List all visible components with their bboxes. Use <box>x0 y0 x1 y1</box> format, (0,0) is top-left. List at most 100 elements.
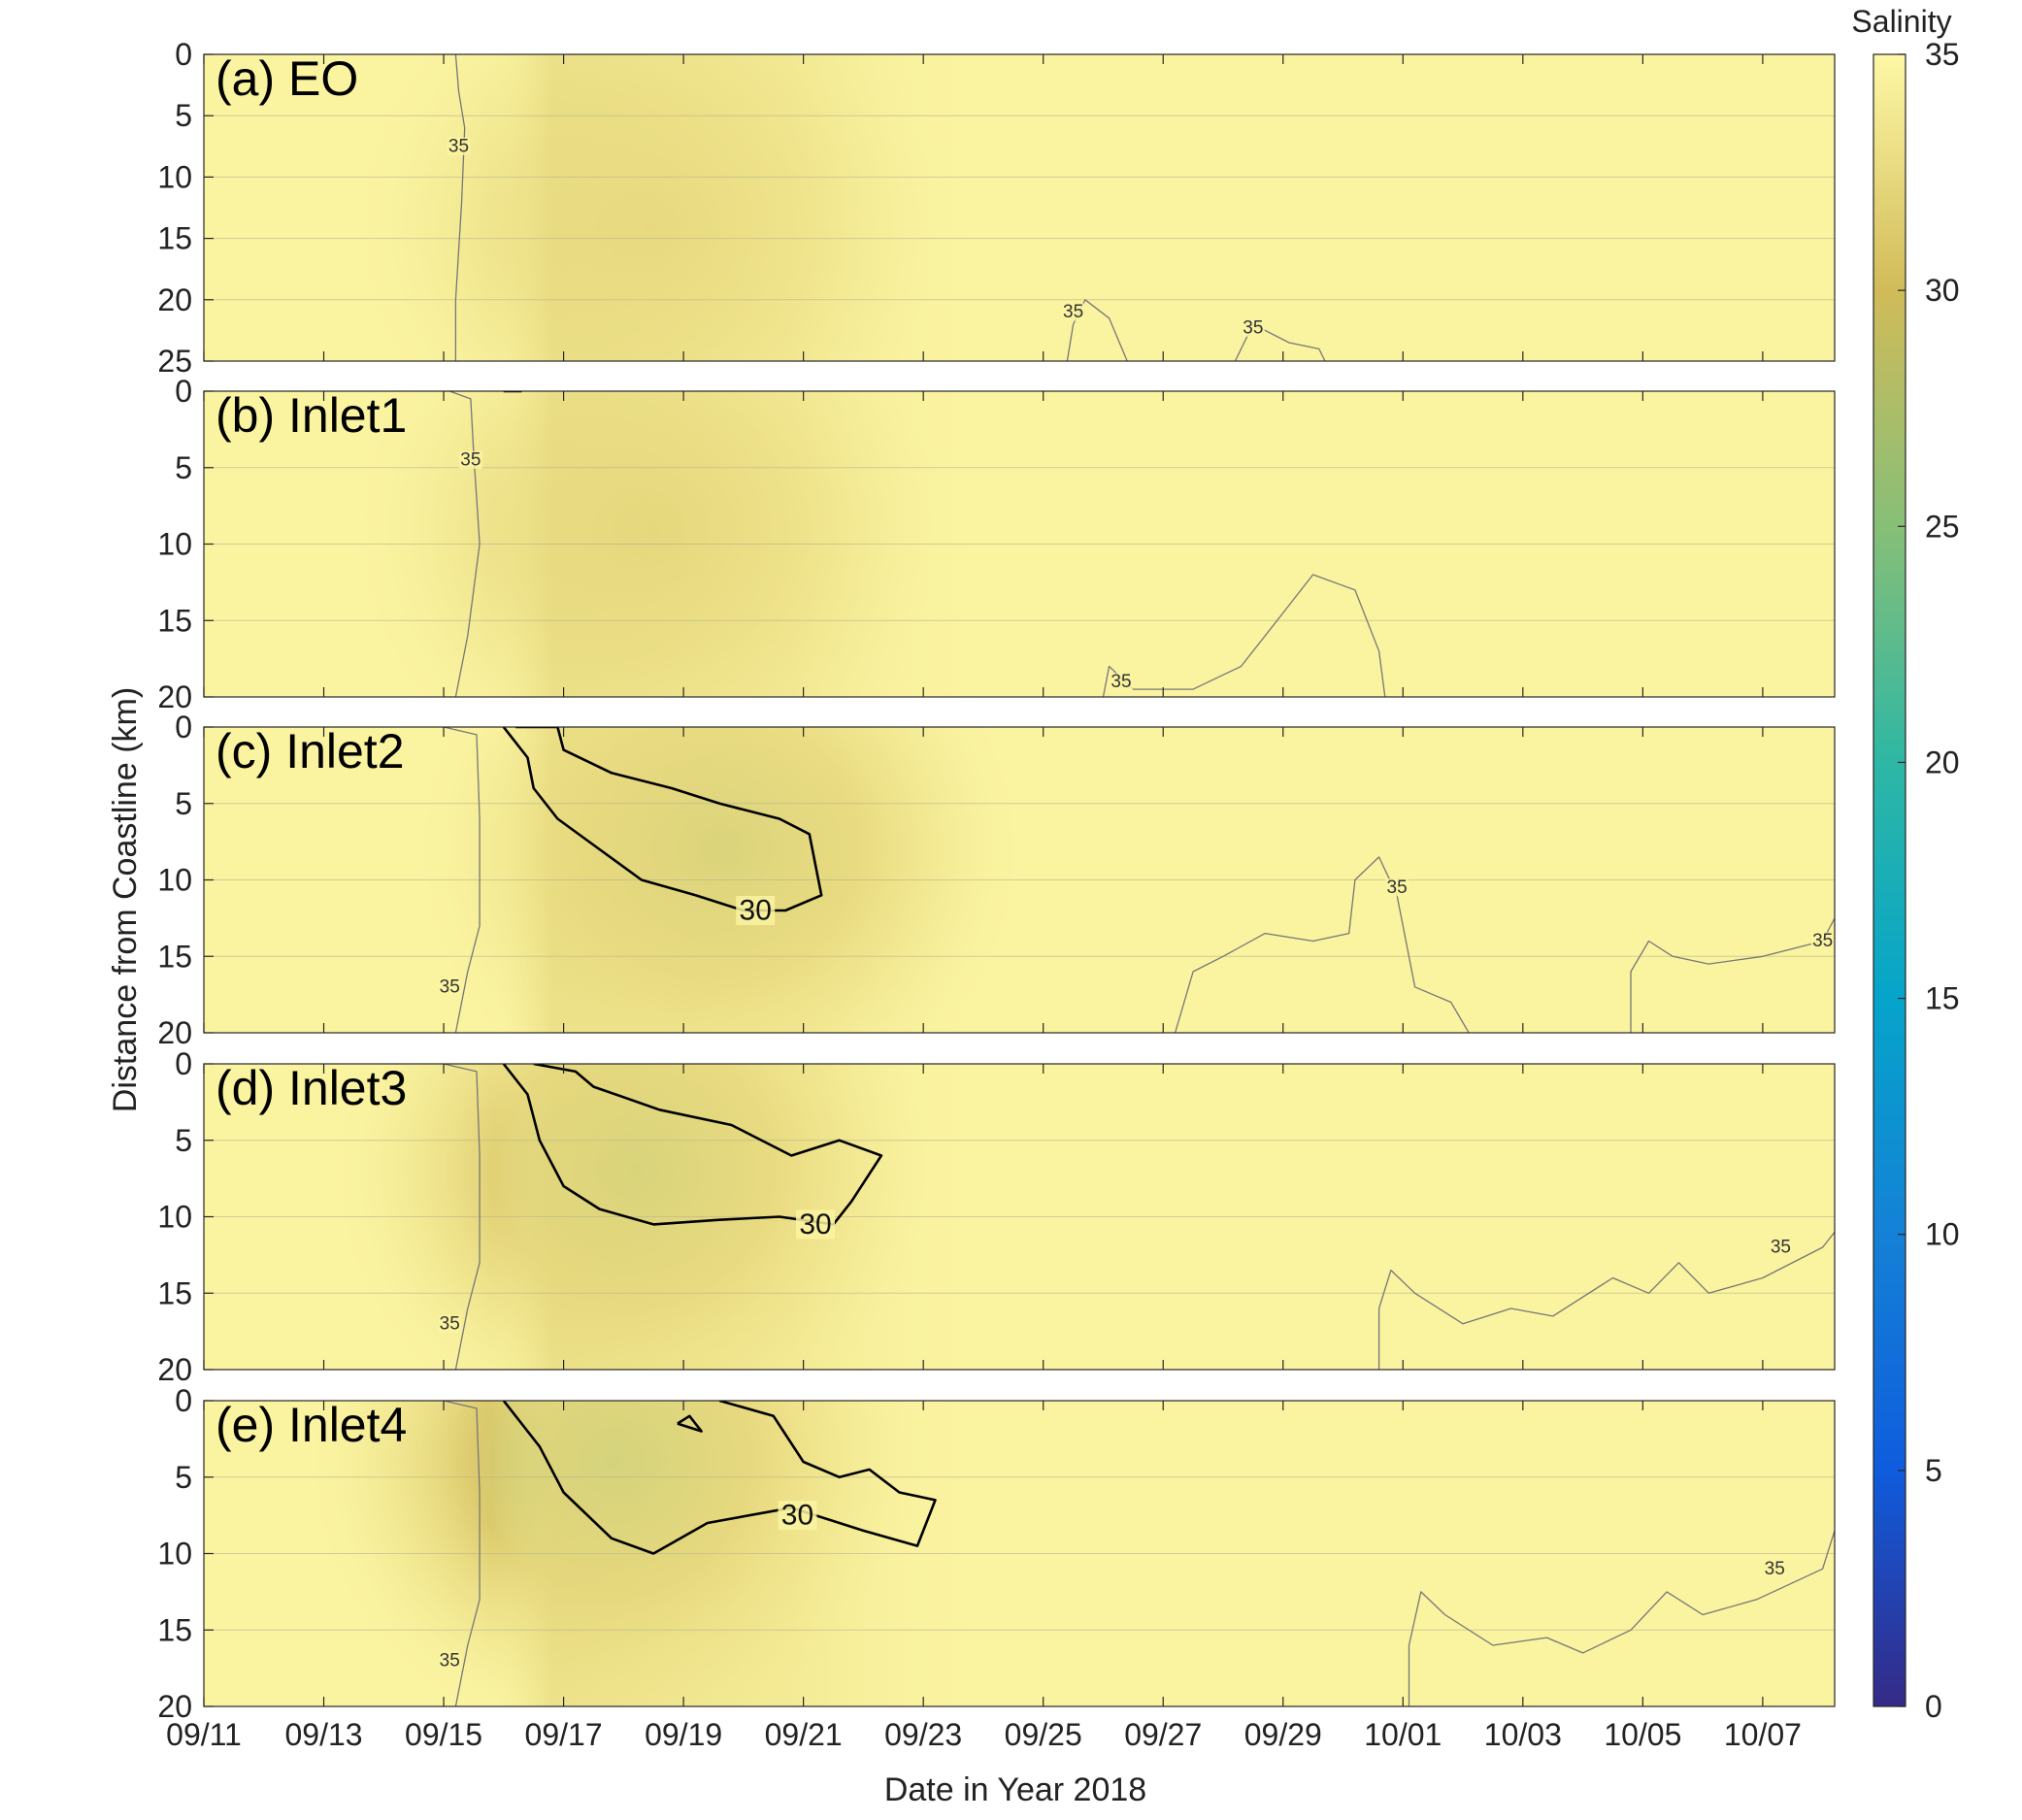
contour-35 <box>1377 1231 1835 1370</box>
x-tick-label: 09/13 <box>284 1717 362 1752</box>
colorbar-tick-label: 35 <box>1925 37 1960 72</box>
colorbar-tick-label: 10 <box>1925 1217 1960 1252</box>
y-tick-label: 10 <box>157 159 192 194</box>
x-tick-label: 09/29 <box>1244 1717 1322 1752</box>
contours <box>443 1064 1835 1370</box>
panel-label: (d) Inlet3 <box>215 1061 407 1115</box>
contour-label-bg <box>438 1651 462 1670</box>
y-tick-label: 20 <box>157 679 192 714</box>
y-tick-label: 5 <box>175 98 192 133</box>
panel-4: 35 35 30 0 5 10 15 20 (e) Inlet4 <box>157 1383 1836 1724</box>
contour-label: 30 <box>740 895 772 927</box>
contour-30 <box>677 1414 703 1433</box>
colorbar-tick-label: 5 <box>1925 1453 1942 1488</box>
contour-label: 30 <box>781 1500 813 1532</box>
contour-label: 35 <box>460 449 481 470</box>
contour-label: 35 <box>440 1650 460 1671</box>
x-tick-label: 09/19 <box>645 1717 722 1752</box>
colorbar-tick-label: 0 <box>1925 1689 1942 1724</box>
x-tick-label: 09/17 <box>525 1717 603 1752</box>
colorbar-tick-label: 15 <box>1925 981 1960 1016</box>
contour-label-bg <box>1763 1560 1787 1578</box>
y-tick-label: 15 <box>157 939 192 974</box>
y-axis-title: Distance from Coastline (km) <box>107 687 144 1112</box>
x-tick-label: 09/11 <box>166 1717 242 1752</box>
y-tick-label: 10 <box>157 1537 192 1572</box>
contour-35 <box>1408 1530 1835 1706</box>
contour-label: 30 <box>799 1208 831 1241</box>
contour-label-bg <box>438 1314 462 1333</box>
contour-label: 35 <box>440 1313 460 1334</box>
panel-2: 35 35 35 30 0 5 10 15 20 (c) Inlet2 <box>157 710 1836 1050</box>
panel-1: 35 35 0 5 10 15 20 (b) Inlet1 <box>157 374 1836 714</box>
y-tick-label: 20 <box>157 1689 192 1724</box>
x-tick-label: 09/15 <box>405 1717 482 1752</box>
contour-label: 35 <box>1771 1238 1791 1258</box>
contour-label-bg <box>447 137 471 155</box>
contour-35 <box>1066 299 1128 361</box>
contour-35 <box>443 727 481 1033</box>
panel-0: 35 35 35 0 5 10 15 20 25 (a) EO <box>157 37 1836 379</box>
contour-label-bg <box>1810 932 1835 950</box>
x-tick-label: 09/27 <box>1124 1717 1202 1752</box>
panel-frame <box>203 53 1836 362</box>
panel-label: (a) EO <box>215 51 358 106</box>
contour-label: 35 <box>1243 317 1263 338</box>
contour-label-bg <box>736 896 776 925</box>
freshening-band <box>491 54 996 361</box>
colorbar-tick-label: 25 <box>1925 509 1960 544</box>
contour-35 <box>443 1064 481 1370</box>
contour-label: 35 <box>440 976 460 997</box>
y-tick-label: 10 <box>157 1200 192 1235</box>
y-tick-label: 25 <box>157 344 192 379</box>
panel-3: 35 35 30 0 5 10 15 20 (d) Inlet3 <box>157 1046 1836 1387</box>
contour-35 <box>448 391 481 697</box>
y-tick-label: 5 <box>175 1460 192 1495</box>
y-tick-label: 15 <box>157 1612 192 1647</box>
gridlines <box>204 803 1835 957</box>
contour-30 <box>502 727 823 912</box>
gridlines <box>204 115 1835 301</box>
y-tick-label: 15 <box>157 221 192 256</box>
contour-30 <box>502 1401 937 1555</box>
x-tick-label: 10/03 <box>1484 1717 1562 1752</box>
x-axis-title: Date in Year 2018 <box>884 1771 1146 1808</box>
y-tick-label: 0 <box>175 1046 192 1081</box>
contour-30 <box>502 1064 883 1226</box>
colorbar-tick-label: 20 <box>1925 745 1960 779</box>
y-tick-label: 0 <box>175 37 192 72</box>
panel-label: (b) Inlet1 <box>215 388 407 443</box>
x-tick-label: 09/21 <box>765 1717 843 1752</box>
y-tick-label: 5 <box>175 786 192 821</box>
contour-label: 35 <box>1387 877 1408 898</box>
contour-label: 35 <box>1110 672 1131 692</box>
panel-label: (e) Inlet4 <box>215 1398 407 1452</box>
y-tick-label: 0 <box>175 710 192 745</box>
colorbar-title: Salinity <box>1851 4 1951 39</box>
contour-label-bg <box>1769 1239 1793 1256</box>
x-tick-label: 09/25 <box>1005 1717 1082 1752</box>
x-tick-label: 10/01 <box>1364 1717 1442 1752</box>
y-tick-label: 20 <box>157 1352 192 1387</box>
colorbar: 0 5 10 15 20 25 30 35 <box>1873 37 1960 1724</box>
contour-label-bg <box>1241 318 1265 337</box>
y-tick-label: 0 <box>175 1383 192 1418</box>
y-tick-label: 15 <box>157 603 192 638</box>
contour-label-bg <box>1061 303 1085 321</box>
y-tick-label: 5 <box>175 450 192 485</box>
gridlines <box>204 1140 1835 1294</box>
panel-label: (c) Inlet2 <box>215 724 405 778</box>
y-tick-label: 20 <box>157 1015 192 1050</box>
y-tick-label: 5 <box>175 1123 192 1158</box>
contours <box>443 1401 1835 1706</box>
panels-layer: 35 35 35 0 5 10 15 20 25 (a) EO 35 35 0 5 10 15 20 (b) In… <box>157 37 1836 1752</box>
x-tick-label: 10/07 <box>1724 1717 1802 1752</box>
colorbar-ramp <box>1873 54 1906 1706</box>
y-tick-label: 10 <box>157 863 192 898</box>
contour-35 <box>1174 856 1470 1033</box>
x-tick-label: 09/23 <box>884 1717 962 1752</box>
y-tick-label: 0 <box>175 374 192 409</box>
contour-label-bg <box>458 450 482 469</box>
y-tick-label: 10 <box>157 527 192 562</box>
